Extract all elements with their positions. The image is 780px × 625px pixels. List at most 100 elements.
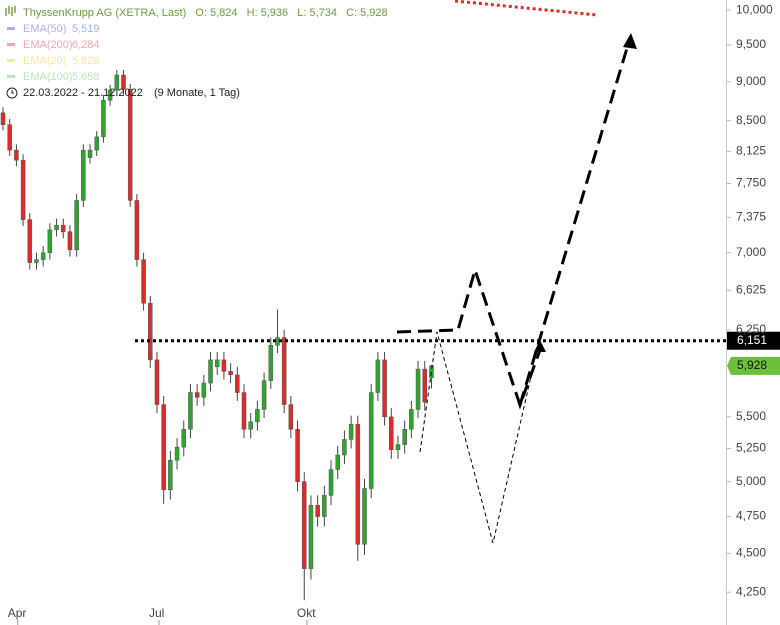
candle-body xyxy=(201,382,207,398)
clock-icon xyxy=(6,87,18,99)
candle-body xyxy=(101,99,106,138)
ohlc: C: 5,928 xyxy=(346,7,388,19)
x-tick-label: Apr xyxy=(8,606,27,620)
last-price-box xyxy=(727,356,780,375)
candle-body xyxy=(114,74,120,91)
candle-body xyxy=(214,359,220,368)
candle-body xyxy=(415,368,421,410)
candle-body xyxy=(60,224,66,232)
y-tick-label: 8,125 xyxy=(736,144,766,158)
candle-body xyxy=(94,136,99,151)
candle-body xyxy=(20,159,26,220)
y-tick-label: 5,500 xyxy=(736,409,766,423)
candle-body xyxy=(194,392,200,398)
period-note: (9 Monate, 1 Tag) xyxy=(154,87,240,99)
candle-body xyxy=(174,446,180,461)
candle-body xyxy=(74,200,79,251)
clock-hand xyxy=(11,90,14,94)
candle-body xyxy=(382,359,387,418)
ohlc: H: 5,936 xyxy=(247,7,289,19)
indicator-value: 6,284 xyxy=(72,39,100,51)
indicator-swatch xyxy=(7,43,15,46)
candle-body xyxy=(315,504,320,517)
y-tick-label: 6,250 xyxy=(736,322,766,336)
y-tick-label: 5,250 xyxy=(736,441,766,455)
candle-body xyxy=(161,404,166,491)
candle-body xyxy=(288,404,294,430)
indicator-swatch xyxy=(7,75,15,78)
candle-body xyxy=(188,392,193,430)
y-tick-label: 4,500 xyxy=(736,545,766,559)
y-tick-label: 7,000 xyxy=(736,245,766,259)
candle-body xyxy=(255,409,260,423)
period: 22.03.2022 - 21.12.2022 (9 Monate, 1 Tag… xyxy=(23,87,240,99)
candle-body xyxy=(168,459,173,491)
y-tick-label: 10,000 xyxy=(736,2,773,16)
candle-body xyxy=(308,504,314,569)
indicator-name: EMA(200) xyxy=(23,39,73,51)
candle-body xyxy=(322,495,327,517)
candle-body xyxy=(241,392,247,430)
indicator-name: EMA(50) xyxy=(23,23,66,35)
candle-body xyxy=(47,229,53,254)
y-tick-label: 4,750 xyxy=(736,509,766,523)
candle-body xyxy=(375,359,381,393)
legend: ThyssenKrupp AG (XETRA, Last) O: 5,824 H… xyxy=(5,6,388,99)
candle-body xyxy=(348,424,354,440)
chart-icon xyxy=(5,6,16,16)
header-line: ThyssenKrupp AG (XETRA, Last) O: 5,824 H… xyxy=(23,7,388,19)
candle-body xyxy=(368,392,374,489)
y-tick-label: 7,375 xyxy=(736,209,766,223)
candle-body xyxy=(107,89,113,101)
arrow-head xyxy=(534,340,546,352)
candle-body xyxy=(402,429,407,445)
x-tick-label: Okt xyxy=(297,606,316,620)
candle-body xyxy=(355,424,361,545)
candle-body xyxy=(335,454,340,470)
candle-body xyxy=(181,429,187,448)
candle-body xyxy=(208,359,213,384)
indicator-name: EMA(20) xyxy=(23,55,66,67)
candle-body xyxy=(248,421,253,430)
candle-body xyxy=(409,409,414,430)
indicator-value: 5,519 xyxy=(72,23,100,35)
thin-projection xyxy=(419,331,533,544)
level-label: 6,151 xyxy=(737,333,767,347)
y-tick-label: 9,500 xyxy=(736,37,766,51)
candle-body xyxy=(121,74,126,90)
candle-body xyxy=(362,488,367,545)
arrow-head xyxy=(623,33,637,49)
candle-body xyxy=(422,368,428,403)
candle-body xyxy=(54,224,59,231)
candle-body xyxy=(34,259,39,263)
indicator-value: 5,658 xyxy=(72,71,100,83)
candle-body xyxy=(301,481,307,569)
indicator-swatch xyxy=(7,27,15,30)
candle-body xyxy=(395,444,401,451)
instrument: ThyssenKrupp AG (XETRA, Last) xyxy=(23,7,186,19)
candles xyxy=(0,69,434,601)
candle-body xyxy=(342,439,347,456)
candle-body xyxy=(0,112,6,125)
indicator-name: EMA(100) xyxy=(23,71,73,83)
candle-body xyxy=(7,124,12,151)
candle-body xyxy=(87,149,93,158)
y-tick-label: 7,750 xyxy=(736,176,766,190)
candle-body xyxy=(27,219,33,263)
candle-body xyxy=(148,302,153,361)
candle-body xyxy=(328,469,334,496)
y-tick-label: 9,000 xyxy=(736,74,766,88)
level-label-box xyxy=(727,331,780,350)
candle-body xyxy=(154,359,160,405)
x-tick-label: Jul xyxy=(149,606,164,620)
candle-body xyxy=(281,337,287,405)
candle-body xyxy=(40,252,46,260)
period-dates: 22.03.2022 - 21.12.2022 xyxy=(23,87,143,99)
ohlc: L: 5,734 xyxy=(297,7,337,19)
candle-body xyxy=(141,259,146,304)
candle-body xyxy=(235,374,240,393)
candle-body xyxy=(81,149,86,201)
candle-body xyxy=(127,89,133,201)
candle-body xyxy=(389,416,394,451)
